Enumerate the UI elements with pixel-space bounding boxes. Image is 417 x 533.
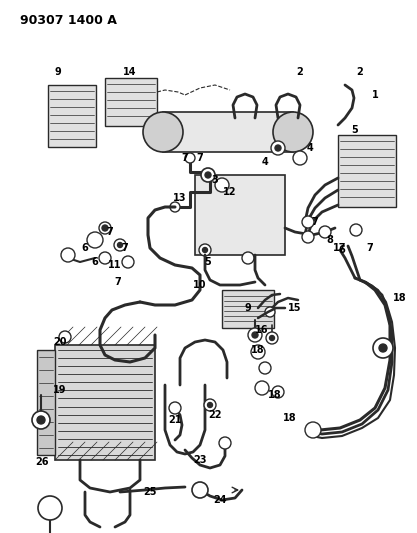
Circle shape: [302, 231, 314, 243]
Text: 7: 7: [182, 153, 188, 163]
Circle shape: [205, 172, 211, 178]
Text: 2: 2: [296, 67, 304, 77]
Text: 2: 2: [357, 67, 363, 77]
Circle shape: [185, 153, 195, 163]
Text: 6: 6: [92, 257, 98, 267]
Circle shape: [32, 411, 50, 429]
Bar: [48, 85, 96, 147]
Text: 11: 11: [108, 260, 122, 270]
Text: 8: 8: [327, 235, 334, 245]
Circle shape: [37, 416, 45, 424]
Circle shape: [143, 112, 183, 152]
Text: 22: 22: [208, 410, 222, 420]
Circle shape: [293, 151, 307, 165]
Text: 7: 7: [107, 227, 113, 237]
Text: 18: 18: [283, 413, 297, 423]
Bar: [163, 112, 293, 152]
Bar: [338, 135, 396, 207]
Text: 18: 18: [251, 345, 265, 355]
Circle shape: [170, 202, 180, 212]
Circle shape: [118, 243, 123, 247]
Circle shape: [114, 239, 126, 251]
Text: 25: 25: [143, 487, 157, 497]
Text: 9: 9: [55, 67, 61, 77]
Circle shape: [266, 332, 278, 344]
Circle shape: [192, 482, 208, 498]
Circle shape: [273, 112, 313, 152]
Text: 15: 15: [288, 303, 302, 313]
Circle shape: [61, 248, 75, 262]
Text: 19: 19: [53, 385, 67, 395]
Text: 7: 7: [367, 243, 373, 253]
Circle shape: [379, 344, 387, 352]
Circle shape: [350, 224, 362, 236]
Circle shape: [242, 252, 254, 264]
Text: 20: 20: [53, 337, 67, 347]
Bar: [195, 175, 285, 255]
Circle shape: [87, 232, 103, 248]
Text: 4: 4: [261, 157, 269, 167]
Bar: [55, 345, 155, 460]
Circle shape: [272, 386, 284, 398]
Text: 21: 21: [168, 415, 182, 425]
Circle shape: [199, 244, 211, 256]
Circle shape: [219, 437, 231, 449]
Circle shape: [122, 256, 134, 268]
Circle shape: [248, 328, 262, 342]
Circle shape: [203, 247, 208, 253]
Circle shape: [302, 216, 314, 228]
Bar: [222, 290, 274, 328]
Circle shape: [99, 222, 111, 234]
Bar: [37, 350, 55, 455]
Text: 10: 10: [193, 280, 207, 290]
Text: 1: 1: [372, 90, 378, 100]
Circle shape: [169, 402, 181, 414]
Text: 5: 5: [352, 125, 358, 135]
Text: 18: 18: [268, 390, 282, 400]
Text: 7: 7: [115, 277, 121, 287]
Circle shape: [305, 422, 321, 438]
Circle shape: [271, 141, 285, 155]
Text: 5: 5: [205, 257, 211, 267]
Circle shape: [373, 338, 393, 358]
Circle shape: [38, 496, 62, 520]
Text: 24: 24: [213, 495, 227, 505]
Text: 9: 9: [245, 303, 251, 313]
Text: 6: 6: [82, 243, 88, 253]
Circle shape: [59, 331, 71, 343]
Text: 17: 17: [333, 243, 347, 253]
Circle shape: [102, 225, 108, 231]
Text: 7: 7: [311, 217, 318, 227]
Text: 3: 3: [211, 175, 219, 185]
Text: 13: 13: [173, 193, 187, 203]
Circle shape: [251, 345, 265, 359]
Text: 90307 1400 A: 90307 1400 A: [20, 14, 117, 27]
Text: 7: 7: [122, 243, 128, 253]
Circle shape: [265, 307, 275, 317]
Circle shape: [275, 145, 281, 151]
Circle shape: [255, 381, 269, 395]
Circle shape: [208, 402, 213, 408]
Text: 18: 18: [393, 293, 407, 303]
Text: 16: 16: [255, 325, 269, 335]
Text: 7: 7: [197, 153, 203, 163]
Text: 26: 26: [35, 457, 49, 467]
Circle shape: [204, 399, 216, 411]
Circle shape: [201, 168, 215, 182]
Text: 23: 23: [193, 455, 207, 465]
Circle shape: [259, 362, 271, 374]
Text: 4: 4: [306, 143, 313, 153]
Text: 12: 12: [223, 187, 237, 197]
Circle shape: [319, 226, 331, 238]
Bar: [105, 78, 157, 126]
Text: 14: 14: [123, 67, 137, 77]
Circle shape: [99, 252, 111, 264]
Circle shape: [252, 332, 258, 338]
Circle shape: [269, 335, 274, 341]
Text: 6: 6: [339, 245, 345, 255]
Circle shape: [215, 178, 229, 192]
